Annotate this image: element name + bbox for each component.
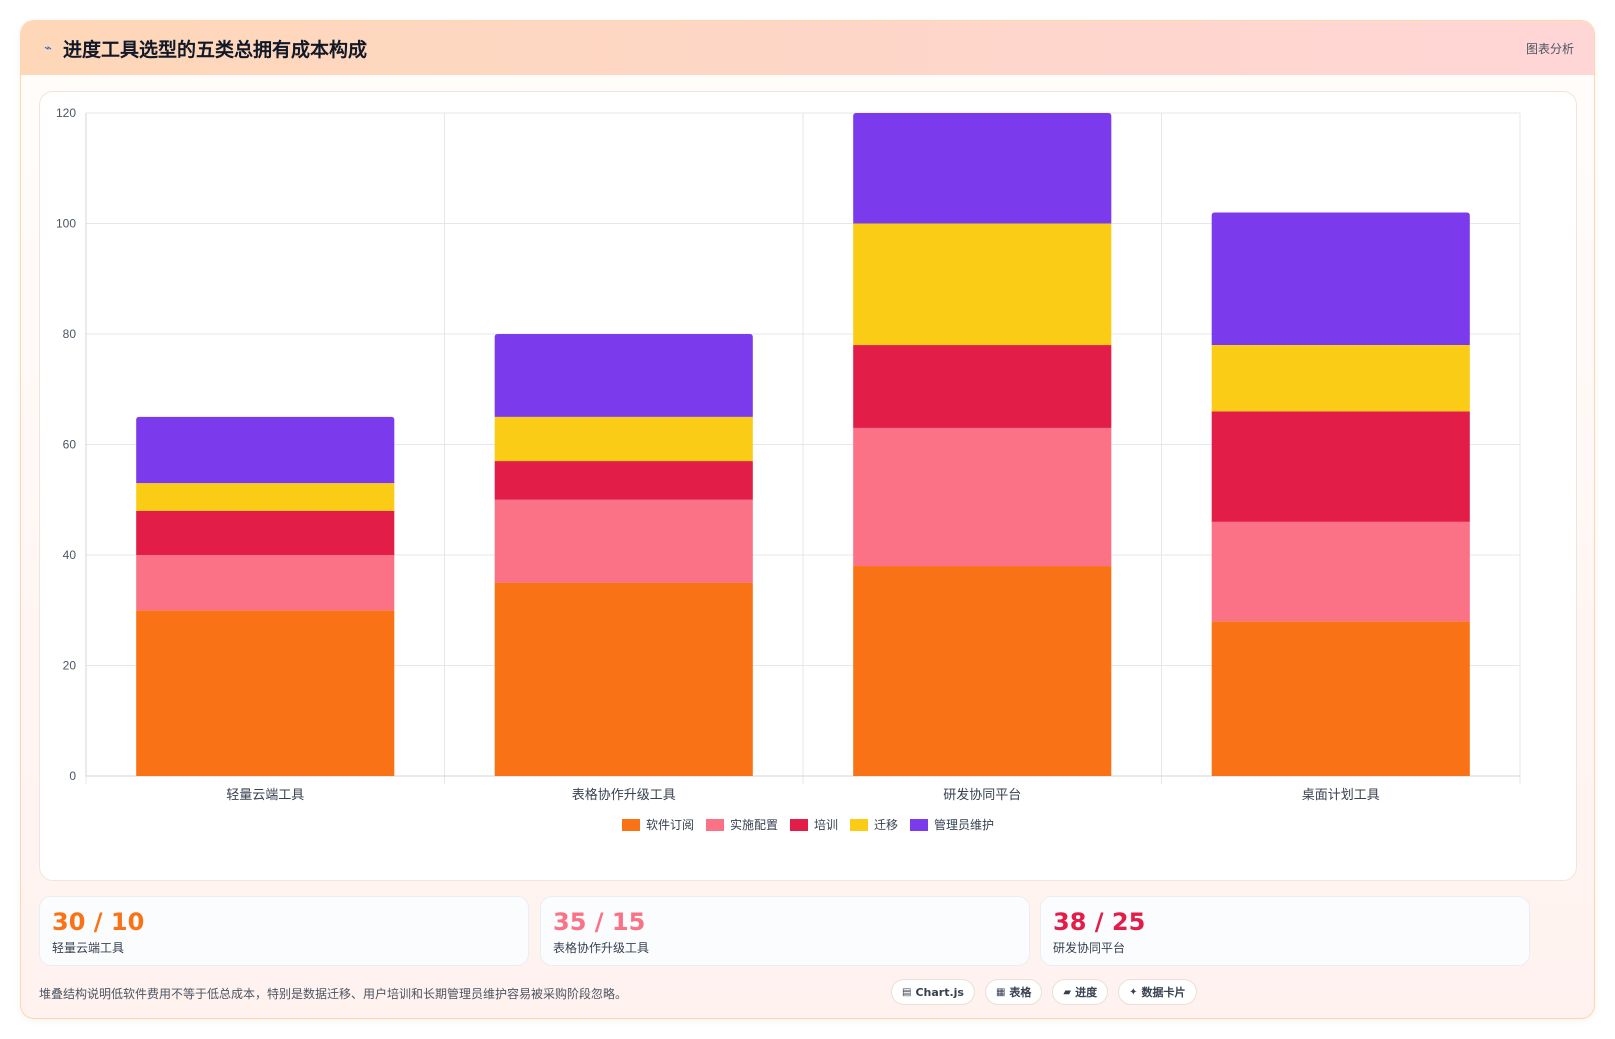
bar-segment: [853, 345, 1112, 428]
progress-icon: ▰: [1063, 986, 1072, 998]
bar-segment: [494, 416, 753, 462]
legend-item[interactable]: 实施配置: [705, 816, 778, 833]
x-tick-label: 研发协同平台: [943, 787, 1021, 803]
stat-card-3: 38 / 25 研发协同平台: [1040, 896, 1530, 966]
stat-label: 研发协同平台: [1053, 941, 1126, 955]
y-tick-label: 80: [63, 327, 77, 341]
stat-value: 35 / 15: [553, 908, 646, 936]
bar-segment: [853, 223, 1112, 346]
y-tick-label: 100: [56, 217, 76, 231]
chip-progress[interactable]: ▰ 进度: [1052, 979, 1109, 1005]
legend-label: 实施配置: [729, 818, 778, 832]
bar-segment: [494, 334, 753, 417]
header-tag: 图表分析: [1525, 41, 1574, 56]
chart-icon: ▤: [902, 986, 912, 998]
legend-swatch: [850, 818, 868, 831]
stacked-bar-chart: 0 20 40 60 80 100 120 轻量云端工具 表格协作升级工具 研发协同平台 桌面计划工…: [56, 106, 1521, 803]
stat-label: 表格协作升级工具: [553, 941, 650, 955]
chip-chartjs[interactable]: ▤ Chart.js: [891, 979, 975, 1005]
header-title-group: ⌁ 进度工具选型的五类总拥有成本构成: [41, 35, 367, 62]
trend-icon: ⌁: [44, 40, 52, 56]
x-tick-label: 桌面计划工具: [1302, 788, 1380, 803]
bar-segment: [1211, 212, 1470, 346]
legend-label: 管理员维护: [934, 818, 995, 832]
bar-segment: [853, 427, 1112, 567]
x-tick-label: 表格协作升级工具: [572, 787, 676, 803]
bar-segment: [494, 582, 753, 776]
y-tick-label: 0: [69, 769, 76, 783]
legend-swatch: [910, 818, 929, 831]
chip-label: 表格: [1009, 986, 1032, 999]
chip-data-card[interactable]: ✦ 数据卡片: [1118, 979, 1197, 1005]
table-icon: ▦: [995, 986, 1006, 998]
stat-card-2: 35 / 15 表格协作升级工具: [540, 896, 1030, 966]
legend-swatch: [789, 818, 808, 831]
bar-segment: [136, 483, 395, 511]
stat-value: 38 / 25: [1053, 908, 1146, 936]
footer-note: 堆叠结构说明低软件费用不等于低总成本，特别是数据迁移、用户培训和长期管理员维护容…: [39, 987, 628, 1001]
legend-swatch: [621, 818, 640, 831]
y-tick-label: 120: [56, 106, 76, 120]
bar-segment: [1211, 621, 1470, 776]
legend-item[interactable]: 迁移: [850, 816, 898, 833]
chip-label: 数据卡片: [1141, 986, 1186, 999]
bar-segment: [136, 610, 395, 776]
y-tick-label: 20: [63, 659, 77, 673]
bar-segment: [136, 416, 395, 484]
stat-label: 轻量云端工具: [52, 941, 125, 955]
y-tick-label: 60: [63, 438, 77, 452]
bar-segment: [1211, 521, 1470, 622]
chart-legend: 软件订阅 实施配置 培训 迁移 管理员维护: [40, 816, 1576, 833]
chip-table[interactable]: ▦ 表格: [984, 979, 1043, 1005]
y-tick-label: 40: [63, 548, 77, 562]
legend-label: 软件订阅: [645, 818, 694, 832]
tech-chips: ▤ Chart.js ▦ 表格 ▰ 进度 ✦ 数据卡片: [891, 979, 1197, 1005]
page-title: 进度工具选型的五类总拥有成本构成: [63, 38, 368, 61]
card-header: ⌁ 进度工具选型的五类总拥有成本构成 图表分析: [21, 21, 1594, 75]
bar-segment: [136, 555, 395, 611]
bar-segment: [853, 113, 1112, 224]
bar-segment: [136, 510, 395, 555]
legend-label: 培训: [813, 818, 838, 832]
bar-segment: [494, 499, 753, 583]
bar-segment: [853, 566, 1112, 776]
legend-label: 迁移: [874, 818, 899, 832]
legend-item[interactable]: 软件订阅: [621, 816, 694, 833]
bar-segment: [494, 461, 753, 500]
bar-segment: [1211, 411, 1470, 522]
chart-panel: 0 20 40 60 80 100 120 轻量云端工具 表格协作升级工具 研发协同平台 桌面计划工…: [39, 91, 1577, 881]
x-tick-label: 轻量云端工具: [226, 788, 304, 803]
chip-label: Chart.js: [915, 985, 964, 999]
legend-item[interactable]: 培训: [789, 816, 838, 833]
chip-label: 进度: [1075, 986, 1098, 999]
card-icon: ✦: [1129, 986, 1138, 998]
legend-item[interactable]: 管理员维护: [910, 816, 994, 833]
bar-segment: [1211, 345, 1470, 412]
legend-swatch: [705, 818, 724, 831]
chart-card: ⌁ 进度工具选型的五类总拥有成本构成 图表分析 0 20 40 60 80 100 120 轻…: [20, 20, 1595, 1019]
stat-value: 30 / 10: [52, 908, 145, 936]
stat-card-1: 30 / 10 轻量云端工具: [39, 896, 529, 966]
